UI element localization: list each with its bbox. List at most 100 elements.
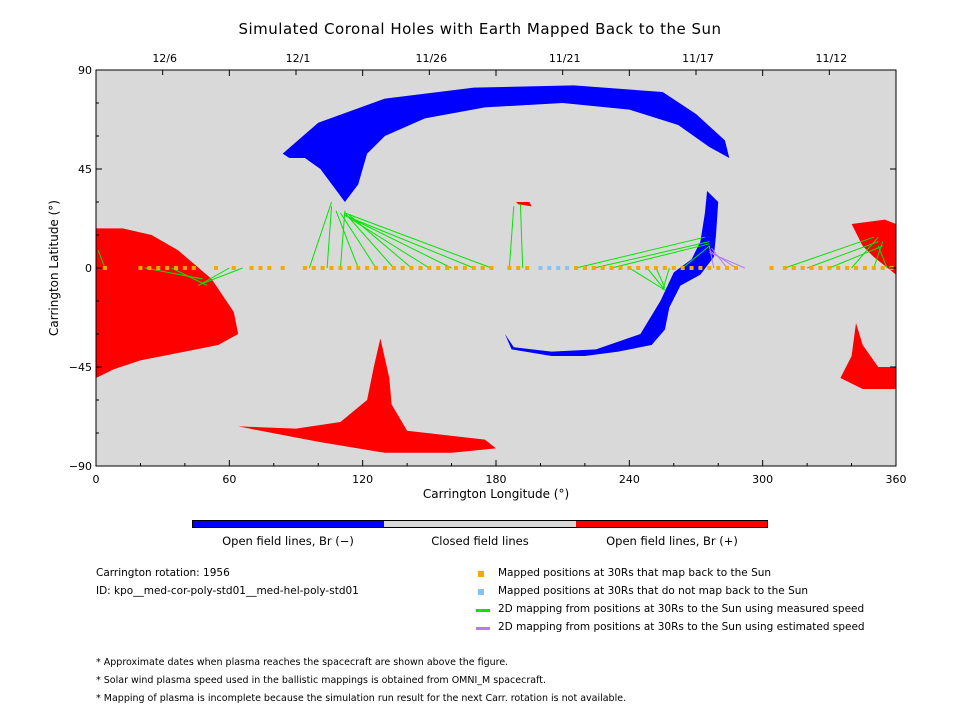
mapped-point xyxy=(725,266,730,270)
mapped-point xyxy=(138,266,143,270)
legend-label: 2D mapping from positions at 30Rs to the… xyxy=(498,621,865,633)
mapped-point xyxy=(800,266,805,270)
estimated-mapping-line xyxy=(708,245,715,269)
measured-mapping-line xyxy=(873,241,884,269)
unmapped-point xyxy=(547,266,552,270)
measured-mapping-line xyxy=(655,267,666,289)
x-tick-label: 120 xyxy=(352,473,373,486)
chart-title: Simulated Coronal Holes with Earth Mappe… xyxy=(238,20,722,38)
mapped-point xyxy=(818,266,823,270)
mapped-point xyxy=(707,266,712,270)
mapped-point xyxy=(591,266,596,270)
mapped-point xyxy=(827,266,832,270)
mapped-point xyxy=(862,266,867,270)
legend-line-icon xyxy=(476,609,490,612)
x-tick-label: 300 xyxy=(752,473,773,486)
coronal-hole-positive-6 xyxy=(516,202,532,207)
y-tick-label: 45 xyxy=(78,163,92,176)
mapped-point xyxy=(871,266,876,270)
measured-mapping-line xyxy=(202,267,243,284)
mapped-point xyxy=(267,266,272,270)
measured-mapping-line xyxy=(171,267,208,287)
y-axis-label: Carrington Latitude (°) xyxy=(47,200,61,336)
measured-mapping-line xyxy=(335,210,359,269)
mapped-point xyxy=(600,266,605,270)
date-tick-label: 11/26 xyxy=(415,52,447,65)
measured-mapping-line xyxy=(326,206,333,269)
measured-mapping-line xyxy=(344,214,430,269)
estimated-mapping-line xyxy=(711,247,728,269)
mapped-point xyxy=(231,266,236,270)
mapped-point xyxy=(347,266,352,270)
legend-square-icon xyxy=(478,589,484,595)
y-tick-label: 90 xyxy=(78,64,92,77)
mapped-point xyxy=(409,266,414,270)
mapped-point xyxy=(365,266,370,270)
measured-mapping-line xyxy=(519,204,524,269)
coronal-hole-positive-5 xyxy=(840,323,896,389)
note-speed: * Solar wind plasma speed used in the ba… xyxy=(96,675,546,686)
mapped-point xyxy=(671,266,676,270)
mapped-point xyxy=(636,266,641,270)
date-tick-label: 11/21 xyxy=(549,52,581,65)
mapped-point xyxy=(769,266,774,270)
rotation-info: Carrington rotation: 1956 xyxy=(96,567,230,579)
date-tick-label: 11/17 xyxy=(682,52,714,65)
date-tick-label: 12/1 xyxy=(286,52,311,65)
measured-mapping-line xyxy=(144,267,203,280)
colorbar-negative xyxy=(193,521,385,527)
x-tick-label: 360 xyxy=(886,473,907,486)
mapped-point xyxy=(436,266,441,270)
mapped-point xyxy=(280,266,285,270)
mapped-point xyxy=(689,266,694,270)
mapped-point xyxy=(782,266,787,270)
mapped-point xyxy=(418,266,423,270)
coronal-hole-negative-1 xyxy=(504,191,719,356)
run-id: ID: kpo__med-cor-poly-std01__med-hel-pol… xyxy=(96,585,359,597)
date-tick-label: 11/12 xyxy=(815,52,847,65)
legend-line-icon xyxy=(476,627,490,630)
mapped-point xyxy=(182,266,187,270)
measured-mapping-line xyxy=(877,245,888,269)
mapped-point xyxy=(391,266,396,270)
coronal-hole-negative-0 xyxy=(282,85,730,202)
measured-mapping-line xyxy=(593,241,710,269)
measured-mapping-line xyxy=(344,212,492,269)
mapped-point xyxy=(574,266,578,270)
note-incomplete: * Mapping of plasma is incomplete becaus… xyxy=(96,693,627,704)
coronal-hole-positive-4 xyxy=(851,219,896,275)
mapped-point xyxy=(374,266,378,270)
mapped-point xyxy=(400,266,405,270)
mapped-point xyxy=(480,266,485,270)
mapped-point xyxy=(791,266,796,270)
mapped-point xyxy=(809,266,814,270)
measured-mapping-line xyxy=(344,212,395,269)
y-tick-label: 0 xyxy=(85,262,92,275)
mapped-point xyxy=(471,266,476,270)
unmapped-point xyxy=(556,266,561,270)
y-tick-label: −45 xyxy=(69,361,92,374)
mapped-point xyxy=(356,266,361,270)
measured-mapping-line xyxy=(806,241,879,269)
mapped-point xyxy=(507,266,512,270)
mapped-point xyxy=(102,266,107,270)
measured-mapping-line xyxy=(646,267,666,291)
mapped-point xyxy=(329,266,334,270)
mapped-point xyxy=(582,266,587,270)
mapped-point xyxy=(627,266,632,270)
measured-mapping-line xyxy=(508,206,515,269)
mapped-point xyxy=(654,266,658,270)
mapped-point xyxy=(609,266,614,270)
colorbar-label-negative: Open field lines, Br (−) xyxy=(222,534,354,548)
mapped-point xyxy=(382,266,387,270)
measured-mapping-line xyxy=(349,216,474,269)
mapped-point xyxy=(680,266,685,270)
measured-mapping-line xyxy=(784,236,874,269)
mapped-point xyxy=(516,266,521,270)
measured-mapping-line xyxy=(575,236,706,269)
mapped-point xyxy=(698,266,703,270)
measured-mapping-line xyxy=(611,243,710,269)
mapped-point xyxy=(338,266,343,270)
x-tick-label: 240 xyxy=(619,473,640,486)
estimated-mapping-line xyxy=(709,252,746,269)
